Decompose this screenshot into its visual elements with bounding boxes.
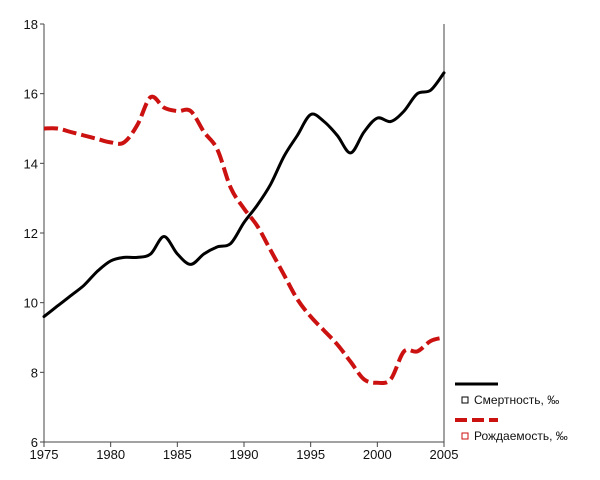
legend-marker bbox=[461, 432, 469, 440]
series-layer bbox=[42, 71, 446, 386]
legend-label: Рождаемость, ‰ bbox=[474, 429, 568, 443]
x-tick-label: 1990 bbox=[230, 447, 259, 462]
legend-label: Смертность, ‰ bbox=[474, 393, 559, 407]
series-line-mortality bbox=[42, 71, 446, 319]
x-tick-label: 2005 bbox=[430, 447, 459, 462]
legend: Смертность, ‰ Рождаемость, ‰ bbox=[455, 382, 568, 443]
legend-marker bbox=[461, 396, 469, 404]
series-line-birthrate bbox=[43, 94, 445, 386]
x-tick-label: 1995 bbox=[296, 447, 325, 462]
y-tick-label: 16 bbox=[24, 87, 38, 102]
x-tick-label: 1980 bbox=[96, 447, 125, 462]
y-tick-label: 6 bbox=[31, 435, 38, 450]
y-tick-label: 10 bbox=[24, 296, 38, 311]
axes bbox=[43, 24, 445, 443]
x-tick-label: 1975 bbox=[30, 447, 59, 462]
y-tick-label: 14 bbox=[24, 156, 38, 171]
x-tick-label: 1985 bbox=[163, 447, 192, 462]
ticks: 1975 1980 1985 1990 1995 2000 2005 6 8 10 12 14 16 18 bbox=[24, 17, 459, 462]
y-tick-label: 18 bbox=[24, 17, 38, 32]
y-tick-label: 12 bbox=[24, 226, 38, 241]
x-tick-label: 2000 bbox=[363, 447, 392, 462]
y-tick-label: 8 bbox=[31, 365, 38, 380]
